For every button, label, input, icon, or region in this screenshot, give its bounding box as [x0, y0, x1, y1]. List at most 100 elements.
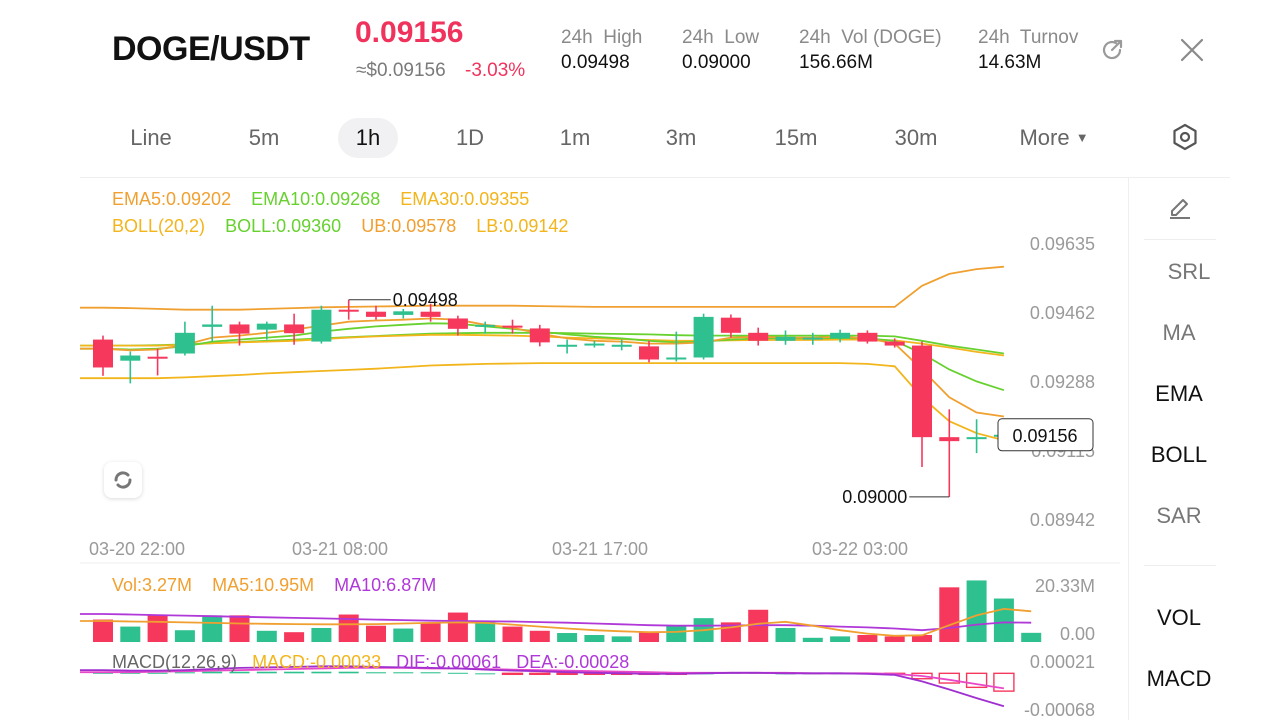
- volume-axis-tick: 20.33M: [1035, 576, 1095, 596]
- close-icon[interactable]: [1178, 36, 1206, 64]
- candle-body: [366, 311, 386, 317]
- candle-body: [802, 337, 823, 340]
- candle-body: [912, 345, 932, 438]
- stat-turnover-label: 24h Turnov: [978, 27, 1079, 48]
- macd-hist-bar: [93, 672, 113, 674]
- candle-body: [420, 311, 441, 317]
- low-price-label: 0.09000: [842, 487, 907, 507]
- tab-15m[interactable]: 15m: [774, 125, 818, 150]
- volume-bar: [311, 627, 332, 642]
- volume-bar: [912, 634, 932, 642]
- candle-body: [775, 336, 796, 341]
- macd-hist-bar: [447, 672, 468, 674]
- candle-body: [584, 343, 605, 346]
- volume-bar: [447, 612, 468, 642]
- draw-pencil-icon[interactable]: [1166, 194, 1194, 222]
- macd-legend: MACD(12,26,9) MACD:-0.00033 DIF:-0.00061…: [112, 652, 629, 673]
- boll-upper-line: [80, 265, 1004, 311]
- candle-body: [202, 324, 223, 327]
- sidebar-divider-2: [1144, 565, 1216, 566]
- candle-body: [557, 344, 578, 347]
- candle-body: [120, 355, 141, 361]
- stat-high-label: 24h High: [561, 27, 643, 48]
- macd-hist-bar: [120, 672, 141, 674]
- candle-body: [857, 332, 878, 342]
- volume-bar: [393, 628, 414, 642]
- sidebar-item-ma[interactable]: MA: [1162, 320, 1196, 345]
- header-divider: [80, 177, 1230, 178]
- tab-1m[interactable]: 1m: [559, 125, 591, 150]
- trading-pair-title: DOGE/USDT: [112, 30, 310, 68]
- dea-legend: DEA:-0.00028: [516, 652, 630, 672]
- stat-high-value: 0.09498: [561, 52, 630, 73]
- candle-body: [229, 324, 250, 334]
- chart-reset-button[interactable]: [104, 462, 142, 498]
- boll-mid-legend: BOLL:0.09360: [225, 216, 342, 236]
- price-axis-tick: 0.09635: [1030, 234, 1095, 254]
- macd-hist-bar: [229, 671, 250, 674]
- candle-body: [93, 339, 113, 368]
- ema-legend: EMA5:0.09202 EMA10:0.09268 EMA30:0.09355: [112, 189, 529, 210]
- volume-bar: [775, 627, 796, 642]
- macd-hist-bar: [202, 671, 223, 674]
- price-change: -3.03%: [465, 60, 526, 81]
- candle-body: [502, 325, 523, 328]
- macd-hist-bar: [965, 672, 988, 689]
- volume-bar: [229, 615, 250, 642]
- dif-legend: DIF:-0.00061: [396, 652, 502, 672]
- candle-body: [666, 357, 687, 360]
- tab-30m[interactable]: 30m: [894, 125, 938, 150]
- candle-body: [284, 324, 305, 334]
- volume-bar: [502, 626, 523, 642]
- tab-line[interactable]: Line: [130, 125, 172, 150]
- volume-bar: [966, 580, 987, 642]
- candle-body: [256, 323, 277, 330]
- volume-ma10-line: [80, 613, 1032, 632]
- sidebar-item-boll[interactable]: BOLL: [1150, 442, 1208, 467]
- macd-params-legend: MACD(12,26,9): [112, 652, 238, 672]
- stat-vol-value: 156.66M: [799, 52, 873, 73]
- volume-bar: [366, 625, 386, 642]
- volume-bar: [611, 636, 632, 642]
- chart-canvas[interactable]: 0.09498 0.09000 20.33M 0.00 0.00021 -0.0006…: [0, 0, 1128, 720]
- volume-bar: [202, 615, 223, 642]
- sidebar-item-macd[interactable]: MACD: [1146, 666, 1212, 691]
- volume-bar: [857, 634, 878, 642]
- volume-bar: [420, 622, 441, 642]
- share-icon[interactable]: [1098, 36, 1126, 64]
- hexagon-settings-icon[interactable]: [1170, 122, 1200, 152]
- sidebar-item-sar[interactable]: SAR: [1156, 503, 1202, 528]
- usd-price: ≈$0.09156: [356, 60, 446, 81]
- dif-line: [80, 665, 1005, 708]
- volume-bar: [830, 636, 851, 642]
- volume-axis-tick: 0.00: [1060, 624, 1095, 644]
- volume-bar: [557, 633, 578, 642]
- time-axis-tick: 03-20 22:00: [89, 539, 185, 559]
- sidebar-item-vol[interactable]: VOL: [1156, 605, 1202, 630]
- tab-5m[interactable]: 5m: [248, 125, 280, 150]
- boll-lb-legend: LB:0.09142: [476, 216, 569, 236]
- tab-1d[interactable]: 1D: [455, 125, 485, 150]
- candle-body: [939, 437, 960, 442]
- boll-legend: BOLL(20,2) BOLL:0.09360 UB:0.09578 LB:0.…: [112, 216, 568, 237]
- refresh-icon: [114, 471, 132, 489]
- more-dropdown[interactable]: More ▼: [1004, 118, 1104, 158]
- sidebar-divider: [1144, 239, 1216, 240]
- candle-body: [475, 324, 496, 327]
- macd-hist-bar: [475, 673, 496, 675]
- caret-down-icon: ▼: [1075, 130, 1089, 145]
- candle-body: [174, 332, 195, 354]
- macd-axis-tick: -0.00068: [1024, 700, 1095, 720]
- vol-legend: Vol:3.27M MA5:10.95M MA10:6.87M: [112, 575, 436, 596]
- stat-vol-label: 24h Vol (DOGE): [799, 27, 942, 48]
- last-price: 0.09156: [355, 16, 464, 49]
- tab-1h[interactable]: 1h: [338, 118, 398, 158]
- stat-turnover-value: 14.63M: [978, 52, 1042, 73]
- candle-body: [393, 311, 414, 315]
- tab-3m[interactable]: 3m: [665, 125, 697, 150]
- volume-bar: [584, 634, 605, 642]
- boll-ub-legend: UB:0.09578: [361, 216, 457, 236]
- macd-hist-bar: [366, 672, 386, 674]
- sidebar-item-ema[interactable]: EMA: [1155, 381, 1203, 406]
- sidebar-item-srl[interactable]: SRL: [1167, 259, 1211, 284]
